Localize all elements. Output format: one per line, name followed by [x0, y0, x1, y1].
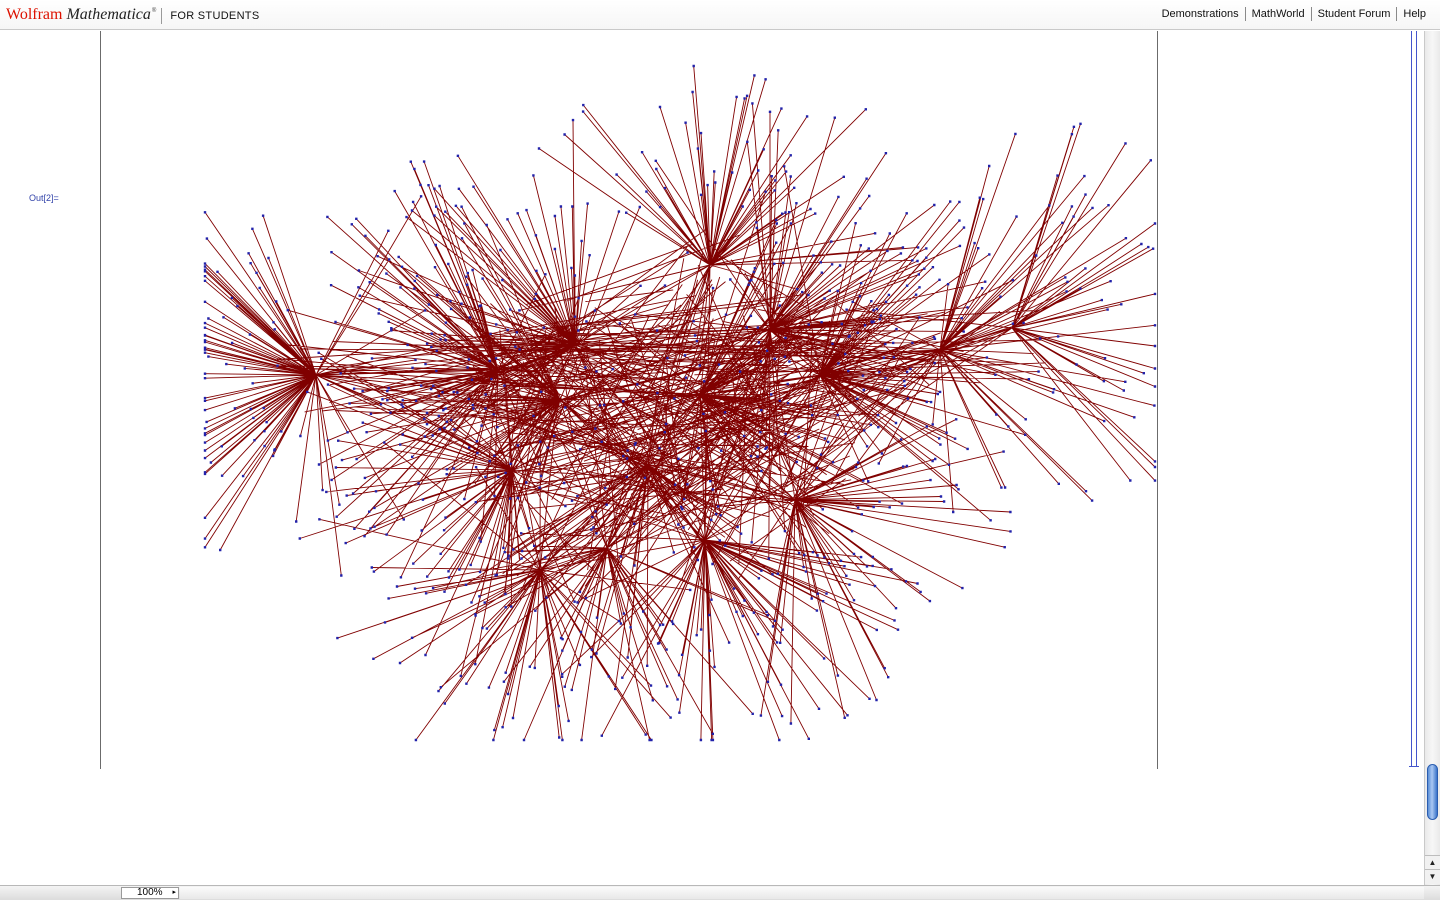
nav-link-demonstrations[interactable]: Demonstrations [1161, 8, 1239, 20]
vertical-scrollbar[interactable]: ▲ ▼ [1424, 31, 1440, 885]
brand-product-text: Mathematica [66, 6, 151, 23]
graphics-frame-right-edge [1157, 31, 1158, 769]
nav-link-mathworld[interactable]: MathWorld [1251, 8, 1305, 20]
graph-edges [204, 65, 1156, 741]
notebook-area[interactable]: Out[2]= [0, 31, 1424, 885]
zoom-arrow-icon: ▸ [172, 889, 176, 896]
cell-bracket[interactable] [1411, 31, 1412, 767]
top-banner: Wolfram Mathematica ® FOR STUDENTS Demon… [0, 0, 1440, 30]
brand-logo[interactable]: Wolfram Mathematica ® FOR STUDENTS [6, 6, 259, 26]
nav-divider [1310, 7, 1312, 21]
graph-plot[interactable] [101, 31, 1159, 769]
graph-edge-set [204, 65, 1156, 741]
brand-wolfram-text: Wolfram [6, 6, 63, 23]
zoom-value: 100% [137, 887, 163, 898]
brand-subtitle: FOR STUDENTS [170, 10, 260, 22]
graph-vertex-set [203, 64, 1157, 742]
vertical-scroll-thumb[interactable] [1427, 764, 1438, 820]
graph-vertices [203, 64, 1157, 742]
brand-divider [161, 8, 163, 24]
brand-registered-mark: ® [151, 8, 157, 14]
nav-divider [1396, 7, 1398, 21]
scroll-down-arrow-icon[interactable]: ▼ [1425, 869, 1440, 884]
nav-divider [1244, 7, 1246, 21]
output-label: Out[2]= [29, 193, 59, 203]
status-bar: 100% ▸ [0, 885, 1440, 900]
zoom-menu[interactable]: 100% ▸ [121, 887, 179, 899]
nav-link-student-forum[interactable]: Student Forum [1317, 8, 1391, 20]
nav-link-help[interactable]: Help [1403, 8, 1426, 20]
graphics-frame-left-edge [100, 31, 101, 769]
scroll-up-arrow-icon[interactable]: ▲ [1425, 855, 1440, 870]
top-nav: Demonstrations MathWorld Student Forum H… [1156, 7, 1432, 21]
cell-group-bracket[interactable] [1416, 31, 1418, 767]
horizontal-scrollbar[interactable] [180, 887, 1424, 899]
cell-bracket-foot [1409, 766, 1419, 767]
